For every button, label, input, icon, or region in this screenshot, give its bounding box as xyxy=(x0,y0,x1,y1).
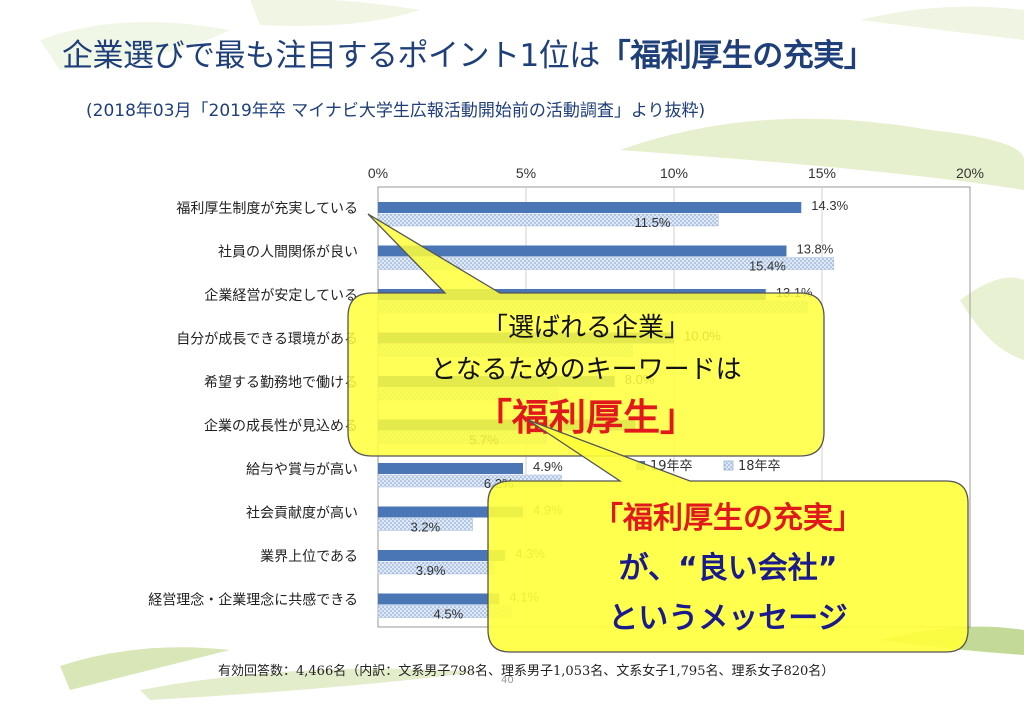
x-tick-label: 0% xyxy=(368,165,388,181)
title-prefix: 企業選びで最も注目するポイント1位は xyxy=(62,38,600,74)
bar-19 xyxy=(378,245,787,257)
bar-18 xyxy=(377,257,835,270)
bar-19 xyxy=(378,550,506,561)
category-label: 福利厚生制度が充実している xyxy=(176,201,358,217)
legend-swatch-18 xyxy=(723,460,734,471)
data-label-18: 3.9% xyxy=(416,563,446,578)
data-label-18: 11.5% xyxy=(634,215,670,230)
data-label-19: 13.8% xyxy=(796,242,833,257)
category-label: 経営理念・企業理念に共感できる xyxy=(148,592,358,609)
category-label: 業界上位である xyxy=(260,549,358,565)
slide-title: 企業選びで最も注目するポイント1位は「福利厚生の充実」 xyxy=(62,30,875,75)
data-label-18: 3.2% xyxy=(411,520,441,535)
legend-label-18: 18年卒 xyxy=(738,459,781,474)
bar-18 xyxy=(377,518,473,531)
category-label: 社員の人間関係が良い xyxy=(218,245,358,261)
callout-2-line1: 「福利厚生の充実」 xyxy=(593,501,863,536)
category-label: 企業経営が安定している xyxy=(204,287,358,304)
bar-19 xyxy=(378,506,524,518)
bar-19 xyxy=(378,593,500,605)
category-label: 希望する勤務地で働ける xyxy=(204,375,358,391)
callout-2-line3: というメッセージ xyxy=(608,601,847,636)
category-label: 企業の成長性が見込める xyxy=(204,418,358,435)
callout-1-line2: となるためのキーワードは xyxy=(430,355,741,385)
category-label: 自分が成長できる環境がある xyxy=(176,332,358,348)
title-highlight: 「福利厚生の充実」 xyxy=(599,38,875,74)
x-tick-label: 20% xyxy=(956,165,984,181)
callout-1: 「選ばれる企業」 となるためのキーワードは 「福利厚生」 xyxy=(347,213,825,457)
category-label: 社会貢献度が高い xyxy=(246,505,358,522)
callout-1-line3: 「福利厚生」 xyxy=(475,396,697,439)
data-label-18: 4.5% xyxy=(434,607,464,622)
category-label: 給与や賞与が高い xyxy=(246,461,358,478)
callout-1-line1: 「選ばれる企業」 xyxy=(482,313,690,343)
data-label-19: 14.3% xyxy=(811,198,848,213)
page-number: 40 xyxy=(501,675,514,686)
x-tick-label: 15% xyxy=(808,165,836,181)
x-tick-label: 10% xyxy=(660,165,688,181)
callout-2: 「福利厚生の充実」 が、“良い会社” というメッセージ xyxy=(487,419,969,653)
footnote: 有効回答数：4,466名（内訳：文系男子798名、理系男子1,053名、文系女子… xyxy=(218,664,835,679)
slide-subtitle: (2018年03月「2019年卒 マイナビ大学生広報活動開始前の活動調査」より抜… xyxy=(86,101,706,121)
bar-19 xyxy=(378,202,802,213)
callout-2-line2: が、“良い会社” xyxy=(619,551,838,586)
bar-19 xyxy=(378,463,524,474)
data-label-18: 15.4% xyxy=(749,259,786,274)
data-label-19: 4.9% xyxy=(533,459,563,474)
x-tick-label: 5% xyxy=(516,165,536,181)
